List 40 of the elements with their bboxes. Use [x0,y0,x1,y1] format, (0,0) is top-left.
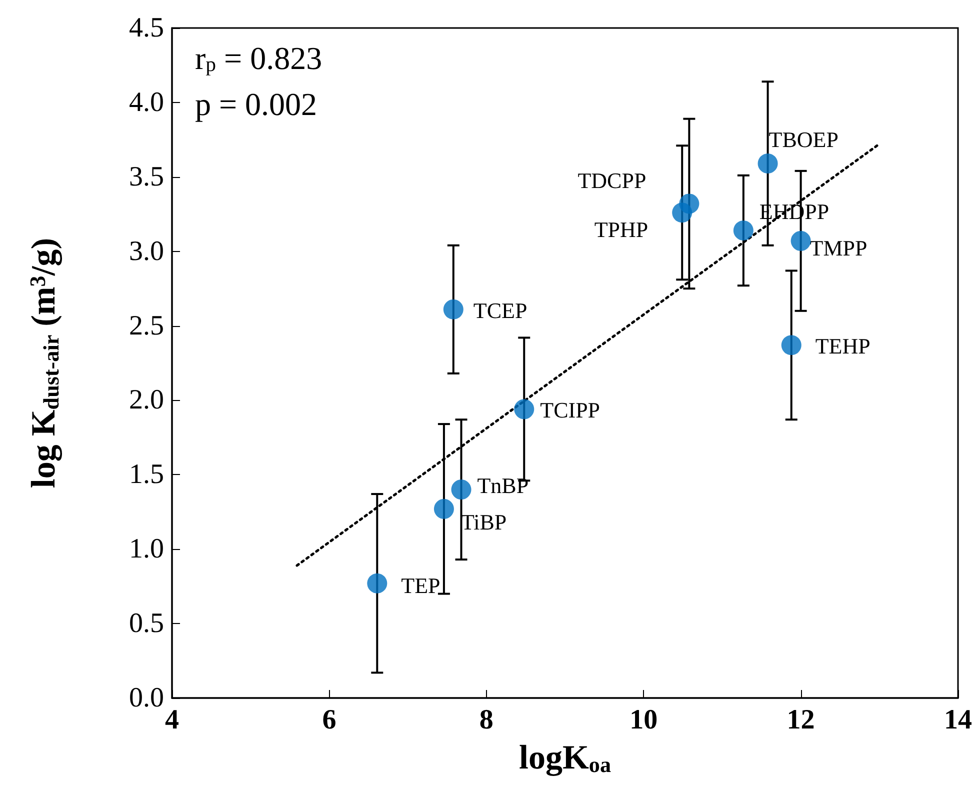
x-tick-label: 6 [322,704,336,736]
y-tick-label: 2.0 [129,384,164,416]
annotation: TCEP [473,298,528,323]
annotation: rp = 0.823 [195,40,322,76]
point [781,335,802,356]
y-tick-label: 3.5 [129,161,164,192]
y-tick-label: 0.5 [129,608,164,640]
annotation: TnBP [477,473,529,498]
x-axis-title: logKoa [519,739,611,778]
point [434,498,454,519]
point [451,480,472,500]
y-tick-label: 2.5 [129,310,164,342]
annotation: TCIPP [540,398,600,423]
y-tick-label: 4.5 [129,12,164,44]
point [679,194,700,214]
y-axis-title: log Kdust-air (m3/g) [24,238,64,488]
x-tick-label: 4 [165,704,179,736]
annotation: TPHP [594,217,648,242]
y-tick-label: 1.0 [129,534,164,565]
point [758,153,778,174]
point [443,299,464,320]
annotation: p = 0.002 [195,86,318,122]
annotation: TEHP [815,334,870,359]
annotation: TMPP [810,235,868,260]
x-tick-label: 12 [786,704,815,736]
y-tick-label: 4.0 [129,86,164,118]
y-tick-label: 3.0 [129,236,164,267]
annotation: TiBP [460,509,507,534]
x-tick-label: 8 [479,704,494,736]
y-tick-label: 0.0 [129,682,164,714]
point [733,220,754,240]
x-tick-label: 14 [944,704,972,736]
y-tick-label: 1.5 [129,459,164,490]
point [514,399,534,420]
point [367,573,388,594]
point [790,230,811,251]
annotation: TBOEP [768,126,838,152]
annotation: TEP [401,572,440,598]
x-tick-label: 10 [630,704,658,736]
annotation: TDCPP [578,168,646,194]
